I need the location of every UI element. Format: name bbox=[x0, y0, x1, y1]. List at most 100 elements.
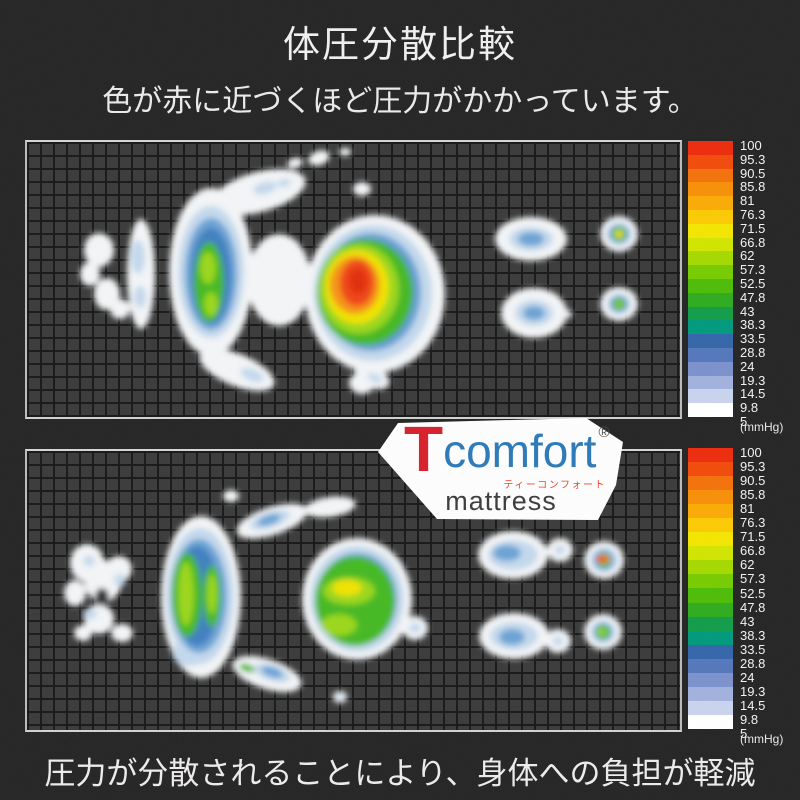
colorbar-segment bbox=[688, 462, 733, 477]
pressure-blob bbox=[615, 230, 623, 238]
pressure-blob bbox=[518, 232, 544, 246]
colorbar-segment bbox=[688, 476, 733, 491]
colorbar-segment bbox=[688, 518, 733, 533]
pressure-blob bbox=[83, 609, 97, 619]
pressure-blob bbox=[349, 268, 367, 294]
scale-tick-label: 9.8 bbox=[740, 400, 759, 416]
colorbar-segment bbox=[688, 714, 733, 729]
pressure-blob bbox=[200, 252, 216, 284]
pressure-blob bbox=[131, 240, 145, 274]
pressure-blob bbox=[114, 574, 126, 586]
scale-tick-label: 90.5 bbox=[740, 473, 766, 489]
logo-word-comfort: comfort bbox=[443, 425, 597, 477]
registered-trademark-icon: ® bbox=[598, 424, 610, 441]
pressure-blob bbox=[64, 580, 86, 606]
colorbar-top bbox=[688, 141, 733, 417]
colorbar-segment bbox=[688, 223, 733, 238]
pressure-blob bbox=[493, 545, 521, 561]
pressure-blob bbox=[353, 182, 371, 196]
colorbar-segment bbox=[688, 196, 733, 210]
scale-tick-label: 66.8 bbox=[740, 543, 766, 559]
pressure-blob bbox=[204, 292, 218, 316]
scale-tick-label: 24 bbox=[740, 669, 755, 685]
scale-unit-label: (mmHg) bbox=[740, 732, 784, 746]
pressure-blob bbox=[110, 299, 130, 319]
pressure-blob bbox=[83, 556, 95, 566]
pressure-blob bbox=[339, 148, 351, 156]
scale-tick-label: 38.3 bbox=[740, 627, 766, 643]
scale-tick-label: 100 bbox=[740, 445, 762, 460]
colorbar-segment bbox=[688, 361, 733, 376]
colorbar-segment bbox=[688, 448, 733, 463]
colorbar-segment bbox=[688, 306, 733, 321]
scale-tick-label: 14.5 bbox=[740, 386, 766, 402]
logo-letter-t: T bbox=[404, 413, 444, 485]
colorbar-segment bbox=[688, 389, 733, 404]
pressure-blob bbox=[321, 614, 357, 636]
scale-tick-label: 66.8 bbox=[740, 234, 766, 250]
pressure-blob bbox=[207, 574, 217, 614]
scale-tick-label: 85.8 bbox=[740, 179, 766, 195]
scale-tick-label: 95.3 bbox=[740, 459, 766, 475]
pressure-blob bbox=[555, 545, 565, 555]
pressure-blob bbox=[74, 625, 92, 641]
scale-tick-label: 52.5 bbox=[740, 276, 766, 291]
pressure-blob bbox=[247, 234, 311, 326]
scale-unit-label: (mmHg) bbox=[740, 420, 784, 434]
pressure-blob bbox=[111, 624, 133, 642]
colorbar-segment bbox=[688, 532, 733, 547]
scale-tick-label: 76.3 bbox=[740, 207, 766, 222]
pressure-blob bbox=[499, 629, 525, 645]
colorbar-segment bbox=[688, 616, 733, 631]
scale-tick-label: 57.3 bbox=[740, 262, 766, 278]
pressure-blob bbox=[134, 286, 146, 308]
pressure-heatmap-top bbox=[80, 148, 638, 394]
pressure-blob bbox=[616, 301, 622, 307]
scale-tick-label: 76.3 bbox=[740, 515, 766, 531]
scale-tick-label: 71.5 bbox=[740, 529, 766, 545]
scale-tick-label: 33.5 bbox=[740, 331, 766, 347]
scale-tick-label: 19.3 bbox=[740, 372, 766, 388]
scale-tick-label: 85.8 bbox=[740, 487, 766, 503]
colorbar-segment bbox=[688, 251, 733, 266]
colorbar-segment bbox=[688, 700, 733, 715]
scale-tick-label: 24 bbox=[740, 358, 755, 374]
scale-tick-label: 43 bbox=[740, 303, 755, 319]
pressure-blob bbox=[95, 588, 109, 606]
scale-tick-label: 71.5 bbox=[740, 220, 766, 236]
pressure-blob bbox=[308, 150, 330, 166]
pressure-blob bbox=[562, 310, 572, 318]
scale-tick-label: 90.5 bbox=[740, 165, 766, 181]
scale-tick-label: 14.5 bbox=[740, 697, 766, 713]
scale-tick-label: 28.8 bbox=[740, 655, 766, 671]
colorbar-segment bbox=[688, 686, 733, 701]
scale-tick-label: 43 bbox=[740, 613, 755, 629]
scale-tick-label: 28.8 bbox=[740, 345, 766, 360]
colorbar-segment bbox=[688, 237, 733, 252]
colorbar-segment bbox=[688, 182, 733, 197]
colorbar-segment bbox=[688, 320, 733, 335]
scale-tick-label: 33.5 bbox=[740, 641, 766, 657]
colorbar-segment bbox=[688, 347, 733, 362]
pressure-blob bbox=[84, 233, 114, 267]
colorbar-segment bbox=[688, 375, 733, 390]
scale-tick-label: 95.3 bbox=[740, 151, 766, 167]
colorbar-segment bbox=[688, 630, 733, 645]
tcomfort-logo: T comfort ® ティーコンフォート mattress bbox=[376, 414, 626, 524]
colorbar-segment bbox=[688, 209, 733, 224]
pressure-blob bbox=[304, 496, 356, 518]
scale-tick-label: 19.3 bbox=[740, 683, 766, 699]
colorbar-segment bbox=[688, 658, 733, 673]
colorbar-segment bbox=[688, 334, 733, 348]
scale-tick-label: 52.5 bbox=[740, 585, 766, 601]
scale-tick-label: 81 bbox=[740, 501, 755, 517]
scale-tick-label: 47.8 bbox=[740, 289, 766, 305]
scale-labels-bottom: 100 95.3 90.5 85.8 81 76.3 71.5 66.8 62 57.3 52.5 4… bbox=[740, 445, 798, 746]
logo-word-mattress: mattress bbox=[445, 486, 557, 516]
scale-tick-label: 9.8 bbox=[740, 711, 759, 727]
scale-tick-label: 81 bbox=[740, 193, 755, 209]
pressure-blob bbox=[287, 157, 303, 169]
colorbar-segment bbox=[688, 154, 733, 169]
colorbar-segment bbox=[688, 560, 733, 575]
colorbar-segment bbox=[688, 278, 733, 293]
